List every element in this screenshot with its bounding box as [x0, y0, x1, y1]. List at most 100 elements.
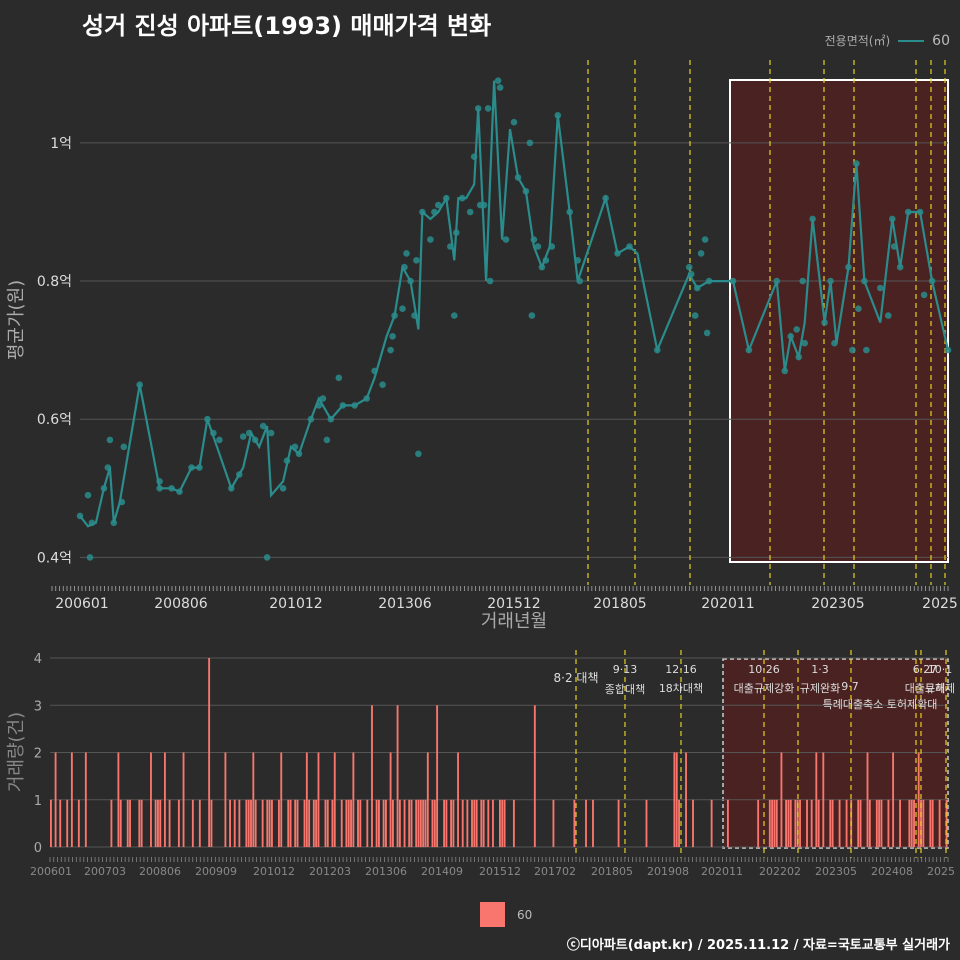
price-point — [176, 488, 183, 496]
price-point — [267, 429, 275, 437]
price-point — [188, 464, 195, 471]
price-point — [323, 436, 331, 444]
price-point — [522, 188, 530, 195]
volume-bar — [277, 799, 280, 848]
price-point — [216, 436, 223, 444]
price-point — [853, 160, 860, 167]
volume-bar — [443, 799, 446, 848]
price-point — [279, 485, 287, 492]
volume-bar — [385, 799, 387, 848]
price-point — [654, 346, 661, 354]
x-tick-label-bottom: 200703 — [84, 865, 126, 878]
price-point — [514, 174, 522, 181]
volume-bar — [77, 799, 80, 848]
policy-annotation-date: 8·2 대책 — [554, 670, 599, 685]
price-point — [104, 464, 112, 471]
volume-bar — [892, 752, 895, 847]
price-point — [809, 215, 816, 223]
price-point — [496, 84, 504, 91]
volume-bar — [59, 799, 62, 848]
price-point — [470, 153, 478, 160]
volume-bar — [371, 705, 373, 848]
x-tick-label-bottom: 201203 — [309, 865, 351, 878]
price-point — [602, 194, 609, 202]
price-point — [458, 194, 466, 202]
price-point — [466, 208, 474, 216]
x-tick-label: 200806 — [154, 596, 208, 612]
volume-bar — [426, 752, 429, 847]
price-point — [239, 433, 247, 440]
x-tick-label: 201306 — [378, 596, 432, 612]
volume-bar — [466, 799, 469, 848]
policy-annotation-date: 1·3 — [811, 663, 829, 676]
volume-bar — [54, 752, 57, 847]
volume-bar — [347, 799, 350, 848]
x-tick-label-bottom: 201012 — [253, 865, 295, 878]
price-point — [403, 250, 410, 257]
legend-title: 전용면적(㎡) — [824, 34, 891, 48]
volume-bar — [799, 799, 801, 848]
price-point — [548, 243, 556, 250]
volume-bar — [431, 799, 434, 848]
volume-bar — [389, 752, 392, 847]
policy-annotation-date: 9·7 — [841, 680, 859, 693]
x-tick-label-bottom: 202305 — [815, 865, 857, 878]
volume-bar — [238, 799, 241, 848]
volume-bar — [138, 799, 141, 848]
volume-bar — [191, 799, 194, 848]
x-tick-label-bottom: 201306 — [365, 865, 407, 878]
policy-annotation-date: 10·26 — [748, 663, 780, 676]
x-tick-label-bottom: 201908 — [647, 865, 689, 878]
volume-bar — [433, 799, 436, 848]
x-tick-label-bottom: 202408 — [871, 865, 913, 878]
price-point — [526, 139, 534, 147]
volume-bar — [910, 799, 913, 848]
volume-bar — [552, 799, 555, 848]
volume-bar — [408, 799, 411, 848]
price-point — [486, 277, 494, 285]
volume-bar — [880, 799, 883, 848]
policy-annotation-label: 규제완화 — [800, 682, 840, 695]
price-point — [379, 381, 386, 389]
volume-bar — [501, 799, 504, 848]
volume-bar — [345, 799, 348, 848]
volume-bar — [415, 799, 418, 848]
x-tick-label: 202305 — [811, 596, 864, 612]
volume-bar — [315, 799, 318, 848]
price-point — [407, 277, 414, 285]
x-tick-label: 201012 — [269, 596, 322, 612]
volume-bar — [422, 799, 425, 848]
price-point — [849, 346, 856, 354]
price-point — [745, 346, 753, 354]
policy-annotation-date: 6·27 — [913, 663, 938, 676]
price-point — [574, 257, 581, 264]
price-point — [474, 105, 482, 112]
volume-bar — [233, 799, 236, 848]
price-point — [530, 236, 538, 243]
volume-bar — [573, 799, 576, 848]
legend-line-swatch — [898, 39, 925, 42]
price-point — [480, 201, 488, 209]
price-point — [263, 554, 271, 561]
x-tick-label: 201805 — [593, 596, 646, 612]
price-point — [685, 263, 693, 271]
x-tick-label-bottom: 201805 — [591, 865, 633, 878]
volume-bar — [333, 752, 336, 847]
x-tick-label-bottom: 201409 — [421, 865, 463, 878]
chart-title: 성거 진성 아파트(1993) 매매가격 변화 — [82, 12, 492, 40]
y-tick-label: 0.8억 — [37, 274, 72, 290]
volume-bar — [159, 799, 162, 848]
volume-bar — [480, 799, 483, 848]
price-point — [435, 201, 442, 209]
volume-bar — [268, 799, 271, 848]
price-point — [793, 326, 800, 333]
price-point — [415, 450, 422, 458]
volume-bar — [229, 799, 231, 848]
x-tick-label-bottom: 200601 — [30, 865, 72, 878]
volume-bar — [499, 799, 501, 848]
price-point — [251, 436, 259, 444]
price-point — [399, 305, 406, 313]
price-point — [327, 415, 335, 423]
volume-bar — [210, 799, 213, 848]
x-tick-label-bottom: 201702 — [534, 865, 576, 878]
